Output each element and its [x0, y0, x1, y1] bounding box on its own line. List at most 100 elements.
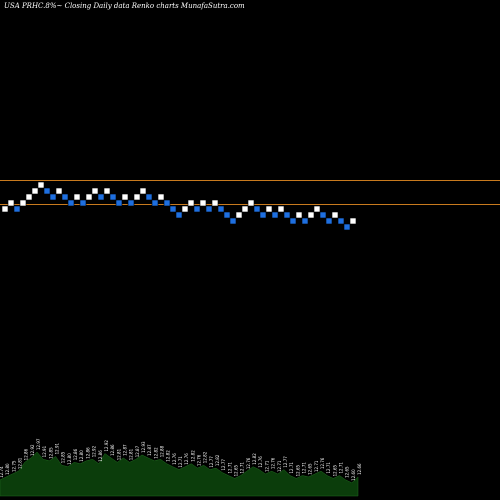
volume-label: 12.81	[18, 457, 23, 469]
volume-label: 12.82	[190, 450, 195, 462]
volume-label: 12.81	[129, 448, 134, 460]
volume-label: 12.71	[264, 460, 269, 472]
renko-brick-up	[331, 211, 339, 219]
renko-brick-up	[25, 193, 33, 201]
renko-brick-up	[349, 217, 357, 225]
volume-label: 12.80	[5, 463, 10, 475]
renko-brick-down	[67, 199, 75, 207]
renko-brick-down	[61, 193, 69, 201]
volume-label: 12.86	[24, 448, 29, 460]
renko-brick-down	[217, 205, 225, 213]
volume-label: 12.86	[110, 444, 115, 456]
volume-label: 12.93	[141, 441, 146, 453]
volume-label: 12.65	[295, 464, 300, 476]
renko-brick-down	[289, 217, 297, 225]
renko-brick-down	[43, 187, 51, 195]
renko-brick-down	[205, 205, 213, 213]
renko-brick-down	[145, 193, 153, 201]
volume-label: 12.71	[227, 462, 232, 474]
volume-label: 12.77	[221, 459, 226, 471]
volume-label: 12.91	[42, 445, 47, 457]
volume-label: 12.75	[11, 460, 16, 472]
volume-label: 12.82	[252, 453, 257, 465]
renko-brick-down	[325, 217, 333, 225]
renko-brick-up	[295, 211, 303, 219]
volume-label: 12.88	[160, 445, 165, 457]
renko-brick-down	[175, 211, 183, 219]
renko-brick-up	[121, 193, 129, 201]
renko-brick-up	[31, 187, 39, 195]
volume-label: 12.92	[104, 440, 109, 452]
volume-label: 12.92	[30, 444, 35, 456]
renko-brick-up	[7, 199, 15, 207]
renko-brick-down	[223, 211, 231, 219]
volume-label: 12.82	[215, 454, 220, 466]
renko-brick-up	[265, 205, 273, 213]
volume-label: 12.80	[79, 450, 84, 462]
renko-brick-up	[55, 187, 63, 195]
renko-brick-down	[151, 199, 159, 207]
volume-label: 12.80	[67, 453, 72, 465]
renko-brick-down	[253, 205, 261, 213]
volume-label: 12.76	[258, 456, 263, 468]
renko-brick-down	[301, 217, 309, 225]
volume-label: 12.86	[73, 448, 78, 460]
volume-label: 12.91	[55, 442, 60, 454]
renko-brick-up	[133, 193, 141, 201]
volume-label: 12.65	[234, 464, 239, 476]
volume-label: 12.76	[271, 457, 276, 469]
volume-label: 12.97	[36, 438, 41, 450]
volume-label: 12.77	[283, 456, 288, 468]
renko-brick-up	[91, 187, 99, 195]
volume-label: 12.71	[240, 462, 245, 474]
volume-label: 12.71	[301, 462, 306, 474]
volume-label: 12.76	[172, 453, 177, 465]
renko-brick-up	[241, 205, 249, 213]
renko-brick-down	[79, 199, 87, 207]
volume-label: 12.74	[0, 466, 4, 478]
volume-label: 12.87	[147, 444, 152, 456]
volume-label: 12.71	[277, 460, 282, 472]
renko-brick-up	[1, 205, 9, 213]
volume-label: 12.71	[326, 462, 331, 474]
volume-label: 12.82	[153, 447, 158, 459]
volume-label: 12.76	[197, 454, 202, 466]
renko-brick-down	[229, 217, 237, 225]
renko-brick-up	[103, 187, 111, 195]
volume-label: 12.60	[351, 469, 356, 481]
renko-brick-up	[313, 205, 321, 213]
renko-brick-down	[127, 199, 135, 207]
volume-label: 12.66	[357, 463, 362, 475]
renko-brick-up	[277, 205, 285, 213]
chart-title: USA PRHC.8%~ Closing Daily data Renko ch…	[4, 2, 245, 10]
renko-brick-down	[193, 205, 201, 213]
volume-label: 12.65	[345, 466, 350, 478]
renko-brick-down	[163, 199, 171, 207]
renko-brick-up	[247, 199, 255, 207]
renko-brick-up	[307, 211, 315, 219]
volume-label: 12.71	[289, 462, 294, 474]
volume-area	[0, 451, 359, 497]
volume-label: 12.86	[85, 447, 90, 459]
renko-brick-up	[235, 211, 243, 219]
volume-label: 12.77	[209, 456, 214, 468]
volume-label: 12.87	[135, 445, 140, 457]
renko-brick-down	[271, 211, 279, 219]
renko-brick-down	[169, 205, 177, 213]
volume-label: 12.76	[320, 457, 325, 469]
volume-label: 12.71	[178, 456, 183, 468]
renko-brick-up	[211, 199, 219, 207]
renko-brick-down	[109, 193, 117, 201]
renko-brick-up	[157, 193, 165, 201]
renko-brick-up	[37, 181, 45, 189]
renko-brick-down	[97, 193, 105, 201]
renko-brick-up	[187, 199, 195, 207]
renko-brick-up	[85, 193, 93, 201]
renko-brick-down	[343, 223, 351, 231]
renko-brick-down	[337, 217, 345, 225]
renko-brick-up	[199, 199, 207, 207]
renko-brick-up	[19, 199, 27, 207]
volume-label: 12.71	[314, 460, 319, 472]
volume-label: 12.71	[339, 462, 344, 474]
